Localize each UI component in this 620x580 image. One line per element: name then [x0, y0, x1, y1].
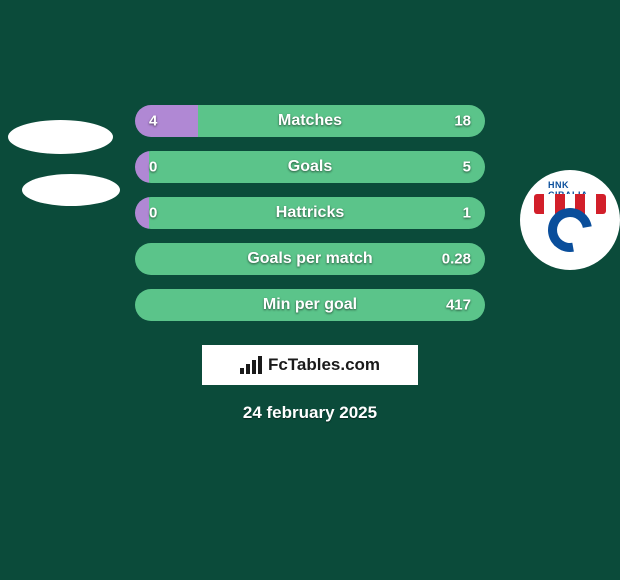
date: 24 february 2025: [0, 403, 620, 423]
stat-row: Min per goal 417: [135, 289, 485, 321]
chart-icon-bar: [258, 356, 262, 374]
club-stripe: [596, 194, 606, 214]
stat-label: Min per goal: [263, 296, 357, 314]
stat-row: Goals per match 0.28: [135, 243, 485, 275]
stat-value-right: 18: [454, 113, 471, 130]
club-stripe: [544, 194, 554, 214]
bar-left: [135, 197, 149, 229]
left-badge-ellipse-1: [8, 120, 113, 154]
club-stripe: [585, 194, 595, 214]
stat-row: Hattricks 0 1: [135, 197, 485, 229]
chart-icon-bar: [240, 368, 244, 374]
stats-list: Matches 4 18 Goals 0 5 Hattricks 0 1 Goals per ma…: [135, 105, 485, 321]
stat-value-left: 0: [149, 205, 157, 222]
chart-icon-bar: [252, 360, 256, 374]
footer-brand: FcTables.com: [202, 345, 418, 385]
stat-row: Matches 4 18: [135, 105, 485, 137]
stat-label: Hattricks: [276, 204, 344, 222]
footer-text: FcTables.com: [268, 355, 380, 375]
club-stripe: [534, 194, 544, 214]
stat-label: Goals per match: [247, 250, 372, 268]
stat-label: Matches: [278, 112, 342, 130]
bar-left: [135, 105, 198, 137]
club-badge-inner: HNK CIBALIA: [526, 176, 614, 264]
stat-value-right: 417: [446, 297, 471, 314]
left-badge-ellipse-2: [22, 174, 120, 206]
container: Lazar vs BajiÄ‡ Club competitions, Seaso…: [0, 0, 620, 580]
stat-value-right: 1: [463, 205, 471, 222]
stat-value-right: 0.28: [442, 251, 471, 268]
stat-label: Goals: [288, 158, 332, 176]
bar-left: [135, 151, 149, 183]
stat-value-left: 4: [149, 113, 157, 130]
chart-icon: [240, 356, 262, 374]
club-badge: HNK CIBALIA: [520, 170, 620, 270]
stat-value-left: 0: [149, 159, 157, 176]
stat-value-right: 5: [463, 159, 471, 176]
stat-row: Goals 0 5: [135, 151, 485, 183]
chart-icon-bar: [246, 364, 250, 374]
